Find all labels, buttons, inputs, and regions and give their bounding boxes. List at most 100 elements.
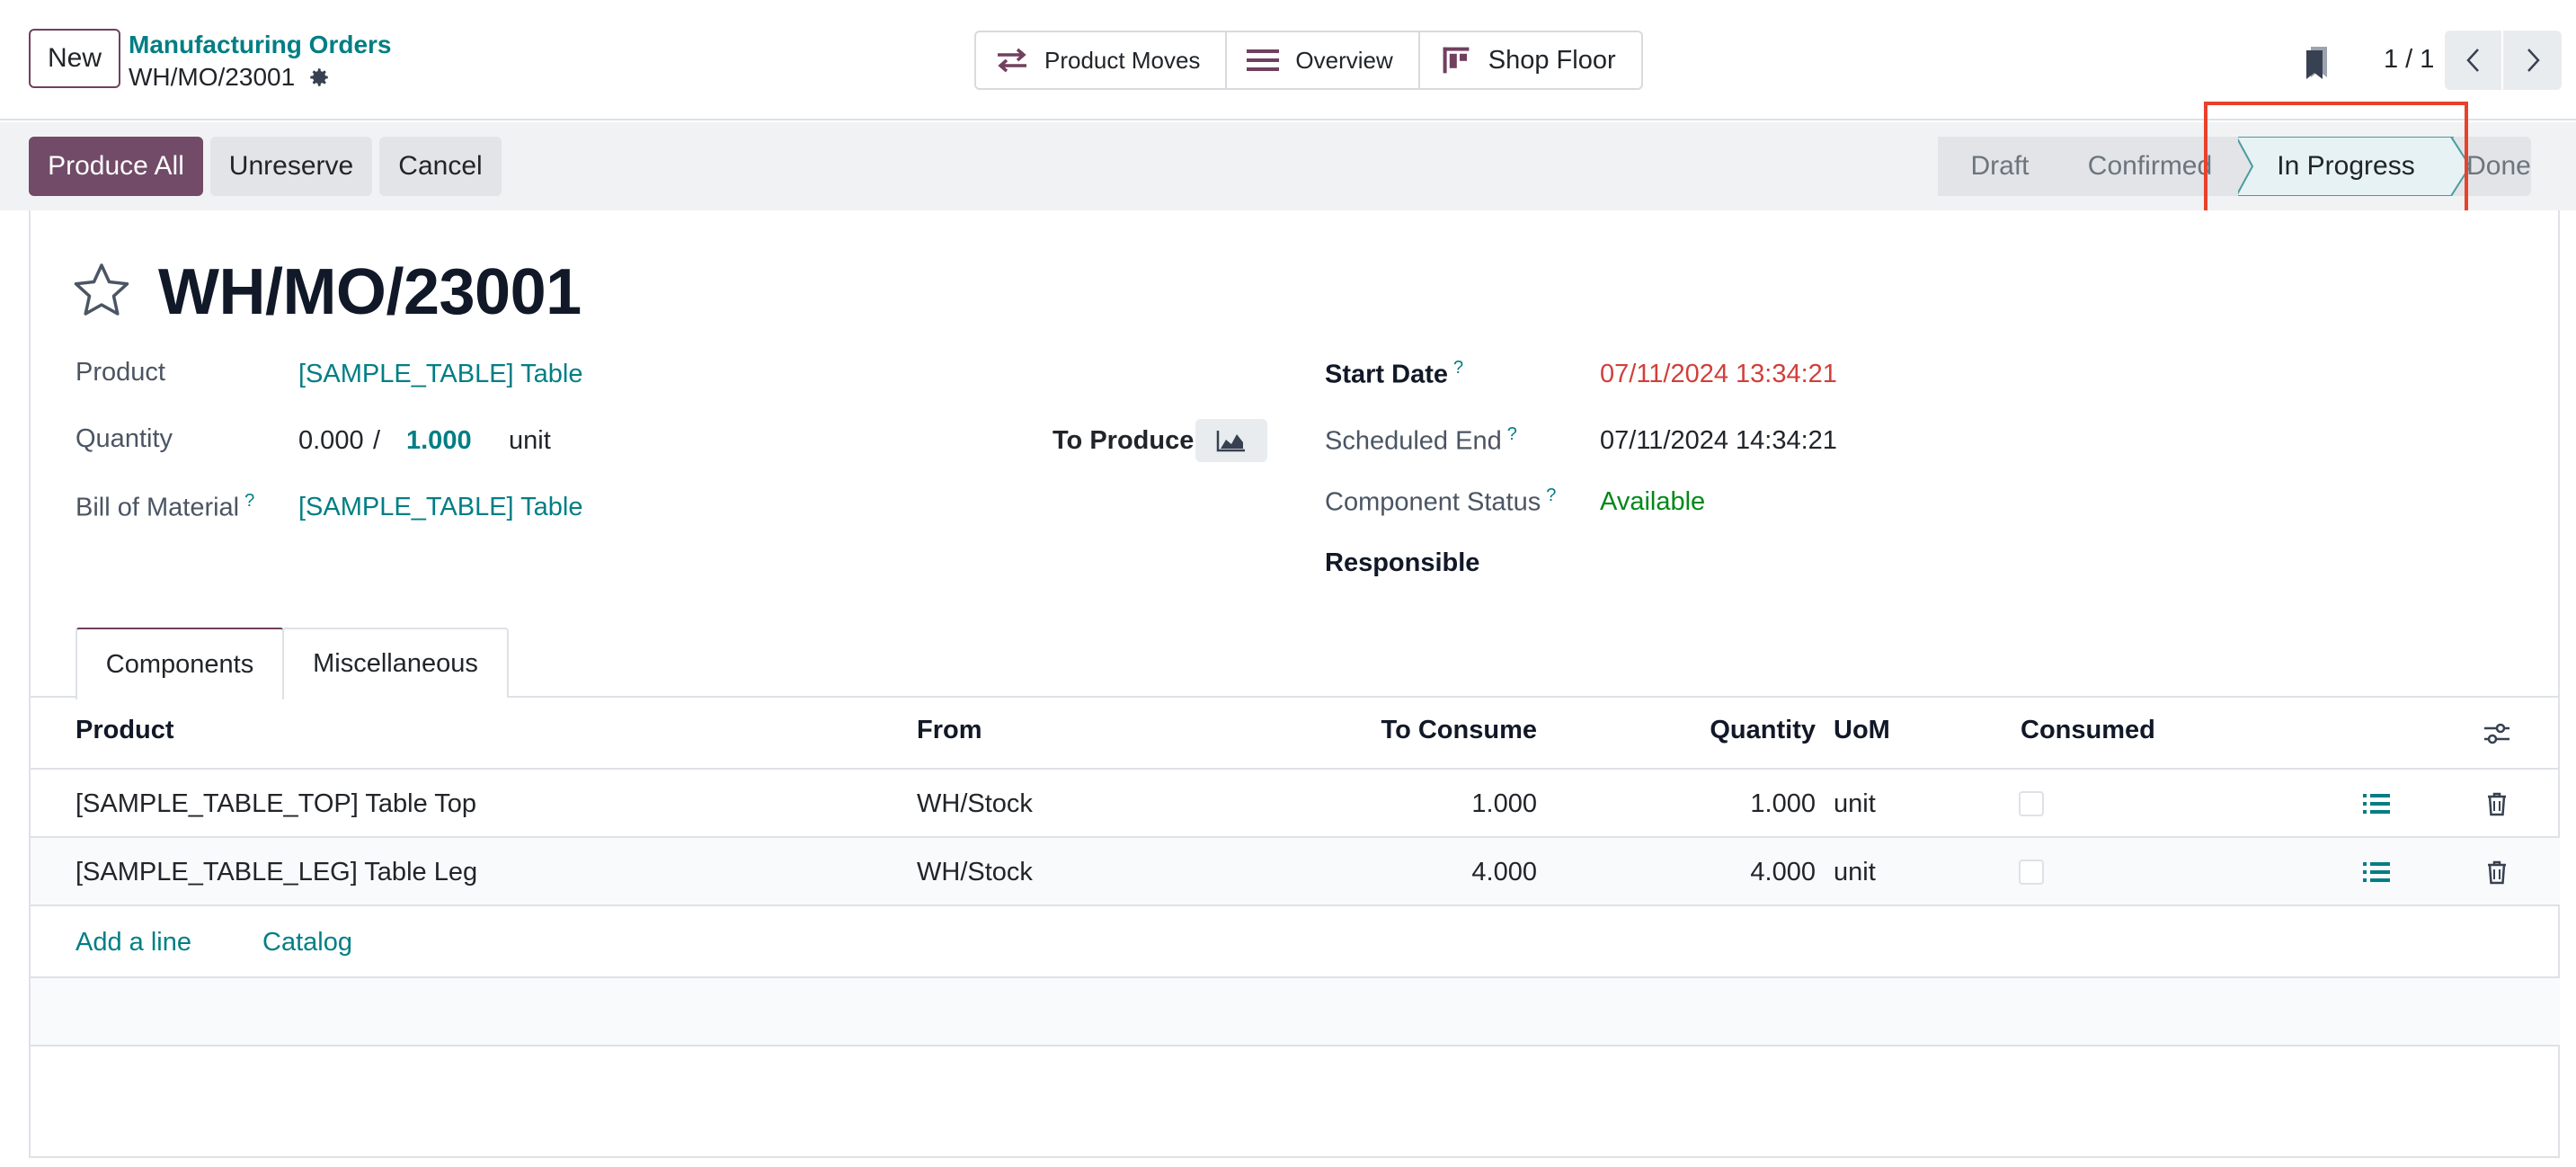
gear-icon[interactable]: [307, 66, 331, 89]
table-footer-divider: [31, 976, 2560, 978]
product-label: Product: [76, 358, 165, 387]
start-date-label: Start Date?: [1325, 358, 1463, 390]
list-lines-icon: [1247, 49, 1280, 71]
shop-floor-label: Shop Floor: [1488, 45, 1616, 75]
overview-button[interactable]: Overview: [1227, 32, 1420, 88]
start-date-label-text: Start Date: [1325, 360, 1448, 389]
start-date-field[interactable]: 07/11/2024 13:34:21: [1600, 360, 1837, 388]
row2-quantity[interactable]: 4.000: [1750, 858, 1816, 886]
row1-details-button[interactable]: [2360, 788, 2393, 820]
scheduled-end-field[interactable]: 07/11/2024 14:34:21: [1600, 426, 1837, 455]
bom-help[interactable]: ?: [244, 491, 255, 511]
list-details-icon: [2363, 862, 2390, 882]
start-date-help[interactable]: ?: [1453, 358, 1464, 378]
control-panel: New Manufacturing Orders WH/MO/23001 Pro…: [0, 0, 2576, 120]
overview-label: Overview: [1295, 46, 1393, 74]
production-chart-button[interactable]: [1195, 419, 1267, 462]
row1-product[interactable]: [SAMPLE_TABLE_TOP] Table Top: [76, 789, 476, 818]
pager-next-button[interactable]: [2503, 31, 2562, 90]
breadcrumb-current: WH/MO/23001: [129, 63, 331, 92]
row2-product[interactable]: [SAMPLE_TABLE_LEG] Table Leg: [76, 858, 478, 886]
product-field[interactable]: [SAMPLE_TABLE] Table: [298, 360, 583, 388]
trash-icon: [2488, 860, 2506, 885]
trash-icon: [2488, 792, 2506, 816]
col-to-consume[interactable]: To Consume: [1381, 716, 1537, 744]
scheduled-end-label-text: Scheduled End: [1325, 426, 1502, 456]
smart-buttons: Product Moves Overview Shop Floor: [974, 31, 1643, 90]
row1-consumed-checkbox[interactable]: [2019, 791, 2044, 816]
breadcrumb-manufacturing-orders[interactable]: Manufacturing Orders: [129, 31, 392, 58]
pager-value[interactable]: 1 / 1: [2384, 45, 2435, 74]
col-product[interactable]: Product: [76, 716, 174, 744]
quantity-unit: unit: [509, 426, 551, 455]
bookmark-icon[interactable]: [2304, 45, 2331, 81]
produce-all-button[interactable]: Produce All: [29, 137, 203, 196]
col-from[interactable]: From: [917, 716, 982, 744]
quantity-separator: /: [373, 426, 381, 455]
product-moves-button[interactable]: Product Moves: [976, 32, 1228, 88]
component-status-label-text: Component Status: [1325, 487, 1541, 517]
catalog-link[interactable]: Catalog: [262, 928, 352, 957]
new-button[interactable]: New: [29, 29, 120, 88]
row2-details-button[interactable]: [2360, 856, 2393, 888]
status-done[interactable]: Done: [2466, 151, 2531, 181]
arrows-exchange-icon: [998, 48, 1026, 73]
component-status-value: Available: [1600, 487, 1706, 516]
status-action-bar: Produce All Unreserve Cancel Draft Confi…: [0, 122, 2576, 210]
row1-delete-button[interactable]: [2481, 788, 2513, 820]
chevron-left-icon: [2465, 49, 2479, 72]
status-in-progress[interactable]: In Progress: [2277, 151, 2415, 181]
column-settings-button[interactable]: [2481, 717, 2513, 750]
quantity-target[interactable]: 1.000: [406, 426, 472, 455]
col-consumed[interactable]: Consumed: [2021, 716, 2155, 744]
row2-consumed-checkbox[interactable]: [2019, 860, 2044, 885]
row2-to-consume[interactable]: 4.000: [1471, 858, 1537, 886]
shop-floor-icon: [1443, 47, 1470, 74]
col-quantity[interactable]: Quantity: [1710, 716, 1816, 744]
component-status-label: Component Status?: [1325, 486, 1556, 518]
bom-label-text: Bill of Material: [76, 493, 240, 522]
table-footer: [31, 978, 2560, 1045]
pager-nav: [2445, 31, 2562, 90]
status-draft[interactable]: Draft: [1938, 137, 2062, 196]
cancel-button[interactable]: Cancel: [379, 137, 502, 196]
form-sheet: WH/MO/23001 Product [SAMPLE_TABLE] Table…: [29, 210, 2560, 1158]
row1-uom[interactable]: unit: [1834, 789, 1876, 818]
star-icon[interactable]: [72, 261, 131, 320]
unreserve-button[interactable]: Unreserve: [210, 137, 372, 196]
shop-floor-button[interactable]: Shop Floor: [1420, 32, 1641, 88]
scheduled-end-label: Scheduled End?: [1325, 424, 1517, 457]
component-status-help[interactable]: ?: [1546, 486, 1557, 505]
pager-previous-button[interactable]: [2445, 31, 2503, 90]
table-header-divider: [31, 768, 2560, 770]
add-line-link[interactable]: Add a line: [76, 928, 191, 957]
scheduled-end-help[interactable]: ?: [1506, 424, 1517, 444]
row1-from[interactable]: WH/Stock: [917, 789, 1033, 818]
list-details-icon: [2363, 794, 2390, 814]
responsible-label: Responsible: [1325, 548, 1480, 577]
breadcrumb-current-label: WH/MO/23001: [129, 63, 296, 91]
quantity-produced[interactable]: 0.000: [298, 426, 364, 455]
row1-to-consume[interactable]: 1.000: [1471, 789, 1537, 818]
sliders-icon: [2484, 723, 2509, 744]
quantity-label: Quantity: [76, 424, 173, 453]
col-uom[interactable]: UoM: [1834, 716, 1890, 744]
tabs-divider: [31, 696, 2560, 698]
status-pipeline: Draft Confirmed In Progress Done: [1938, 137, 2544, 196]
tab-miscellaneous[interactable]: Miscellaneous: [282, 628, 509, 698]
record-title: WH/MO/23001: [158, 256, 582, 328]
table-bottom-divider: [31, 1045, 2560, 1047]
row-divider: [31, 836, 2560, 838]
area-chart-icon: [1216, 431, 1245, 452]
row2-delete-button[interactable]: [2481, 856, 2513, 888]
to-produce-label: To Produce: [1053, 426, 1195, 455]
row2-uom[interactable]: unit: [1834, 858, 1876, 886]
row1-quantity[interactable]: 1.000: [1750, 789, 1816, 818]
row2-background: [31, 838, 2560, 904]
status-confirmed[interactable]: Confirmed: [2062, 137, 2238, 196]
bom-field[interactable]: [SAMPLE_TABLE] Table: [298, 493, 583, 521]
bom-label: Bill of Material?: [76, 491, 254, 523]
tab-components[interactable]: Components: [76, 628, 284, 699]
chevron-right-icon: [2527, 49, 2540, 72]
row2-from[interactable]: WH/Stock: [917, 858, 1033, 886]
